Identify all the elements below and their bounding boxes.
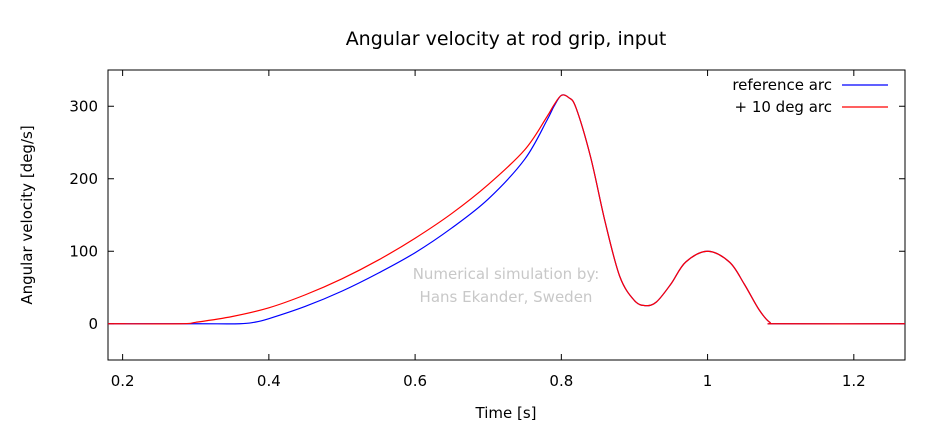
axis-ticks: 0.2 0.4 0.6 0.8 1 1.2 0 100 200 300: [69, 70, 905, 390]
x-tick-label: 1.2: [842, 372, 866, 390]
plot-frame: [107, 69, 906, 361]
y-tick-label: 100: [69, 242, 98, 260]
x-tick-label: 0.2: [111, 372, 135, 390]
watermark-annotation: Numerical simulation by: Hans Ekander, Sw…: [413, 265, 600, 306]
x-axis-label: Time [s]: [475, 404, 537, 422]
plot-area: [107, 69, 906, 361]
legend: reference arc + 10 deg arc: [732, 76, 888, 116]
chart-title: Angular velocity at rod grip, input: [346, 28, 667, 50]
y-tick-label: 200: [69, 170, 98, 188]
legend-label: + 10 deg arc: [734, 98, 832, 116]
series-group: [107, 94, 906, 325]
annotation-line: Numerical simulation by:: [413, 265, 600, 283]
y-tick-label: 0: [88, 315, 98, 333]
annotation-line: Hans Ekander, Sweden: [420, 288, 593, 306]
x-tick-label: 0.4: [257, 372, 281, 390]
legend-label: reference arc: [732, 76, 832, 94]
x-tick-label: 0.8: [549, 372, 573, 390]
y-tick-label: 300: [69, 97, 98, 115]
y-axis-label: Angular velocity [deg/s]: [18, 125, 36, 304]
x-tick-label: 0.6: [403, 372, 427, 390]
series-line-plus-10-deg-arc: [107, 94, 906, 325]
x-tick-label: 1: [703, 372, 713, 390]
